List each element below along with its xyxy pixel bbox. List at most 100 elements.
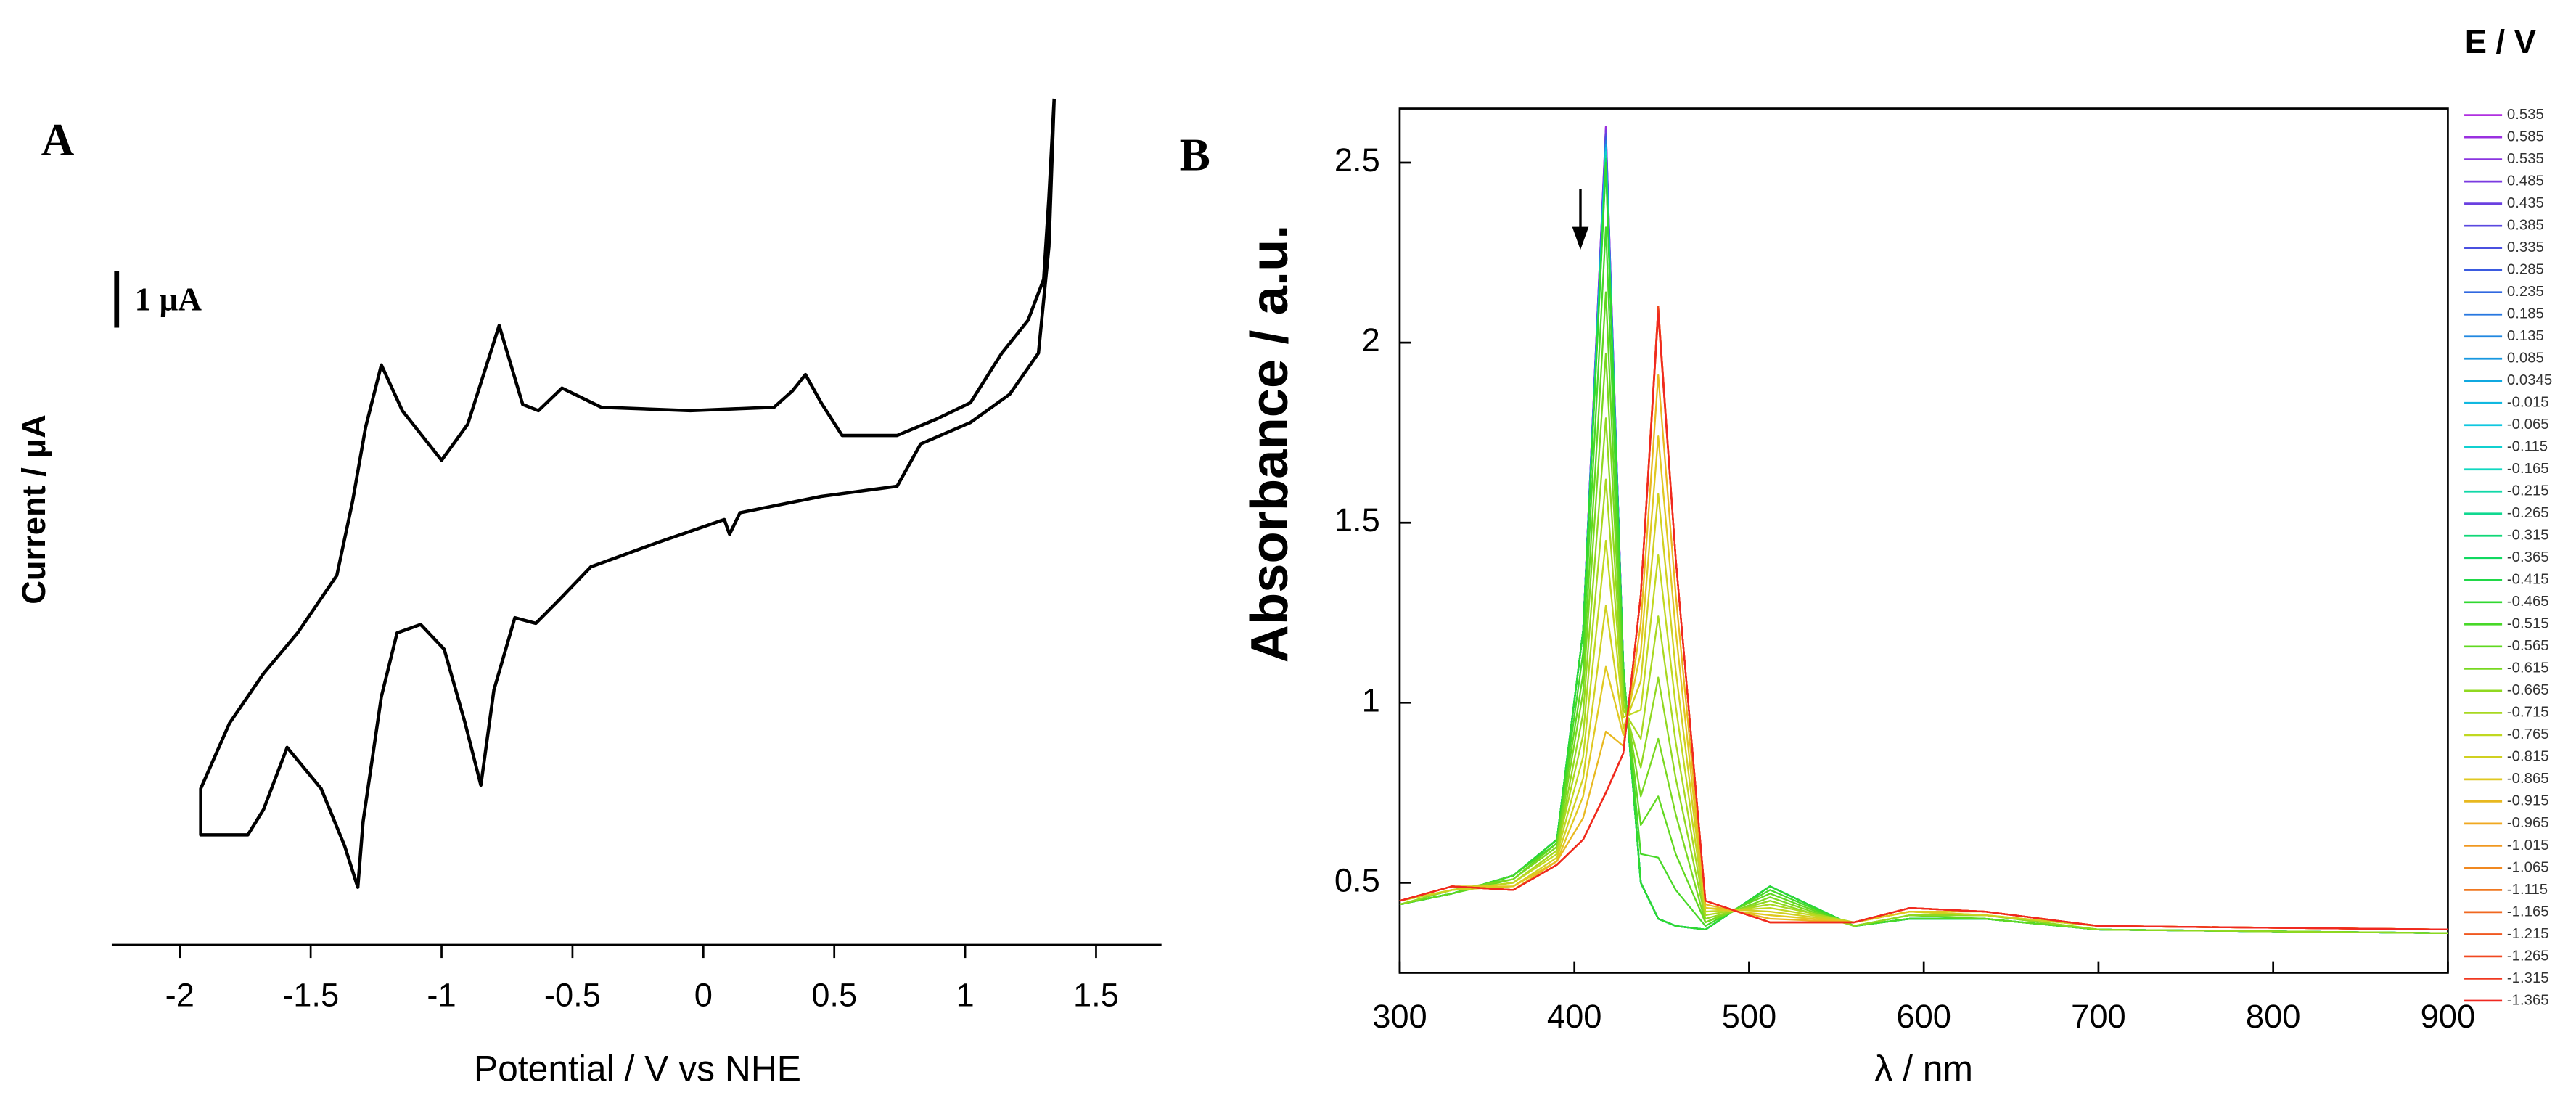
legend-entry: 0.385 (2507, 218, 2544, 234)
spectrum-line (1399, 154, 2448, 935)
spectrum-line (1399, 126, 2448, 935)
x-tick-label: 800 (2246, 998, 2301, 1035)
legend-entry: -0.215 (2507, 483, 2549, 499)
y-axis-label: Current / μA (15, 414, 52, 605)
legend-entry: -0.665 (2507, 682, 2549, 698)
legend-entry: -1.265 (2507, 948, 2549, 964)
y-tick-label: 1.5 (1334, 501, 1380, 538)
cv-line (199, 98, 1057, 889)
x-tick-label: 300 (1372, 998, 1427, 1035)
spectrum-line (1399, 226, 2448, 935)
legend-entry: -0.165 (2507, 461, 2549, 477)
x-tick-label: -2 (165, 976, 194, 1013)
x-tick-label: 700 (2071, 998, 2126, 1035)
legend-entry: -0.615 (2507, 660, 2549, 676)
x-tick-label: 1.5 (1073, 976, 1119, 1013)
legend-entry: -0.765 (2507, 726, 2549, 742)
legend-entry: 0.535 (2507, 107, 2544, 123)
x-tick-label: 1 (956, 976, 974, 1013)
x-tick-label: -1.5 (282, 976, 339, 1013)
legend-entry: 0.485 (2507, 173, 2544, 189)
legend-entry: 0.085 (2507, 351, 2544, 366)
legend-entry: 0.235 (2507, 284, 2544, 300)
panel-label: B (1180, 129, 1210, 180)
spectrum-line (1399, 313, 2448, 931)
spectrum-line (1399, 165, 2448, 935)
spectrum-line (1399, 154, 2448, 935)
spectrum-line (1399, 144, 2448, 935)
legend-entry: -0.865 (2507, 771, 2549, 787)
x-tick-label: 500 (1722, 998, 1777, 1035)
legend-entry: 0.0345 (2507, 372, 2552, 388)
spectrum-line (1399, 136, 2448, 935)
legend-entry: -1.065 (2507, 859, 2549, 875)
legend-entry: 0.335 (2507, 239, 2544, 255)
legend-entry: -0.815 (2507, 749, 2549, 765)
spectrum-line (1399, 291, 2448, 935)
y-tick-label: 2 (1362, 321, 1380, 359)
legend-entry: -0.565 (2507, 638, 2549, 654)
spectrum-line (1399, 129, 2448, 935)
legend-entry: -0.265 (2507, 505, 2549, 521)
legend-entry: 0.285 (2507, 262, 2544, 278)
legend-entry: -0.365 (2507, 549, 2549, 565)
legend-entry: -1.215 (2507, 926, 2549, 942)
y-axis-label: Absorbance / a.u. (1240, 225, 1299, 663)
x-axis-label: Potential / V vs NHE (474, 1048, 801, 1089)
legend-entry: -0.515 (2507, 616, 2549, 632)
legend-entry: -0.115 (2507, 439, 2548, 455)
spectrum-line (1399, 157, 2448, 935)
scale-bar-label: 1 μA (135, 282, 202, 318)
x-tick-label: 600 (1896, 998, 1951, 1035)
spectrum-line (1399, 133, 2448, 935)
legend-title: E / V (2465, 23, 2536, 60)
spectrum-line (1399, 147, 2448, 935)
legend-entry: -1.015 (2507, 837, 2549, 853)
spectrum-line (1399, 493, 2448, 931)
x-tick-label: -0.5 (544, 976, 601, 1013)
legend-entry: -0.465 (2507, 594, 2549, 610)
spectrum-line (1399, 539, 2448, 931)
legend-entry: -0.065 (2507, 417, 2549, 433)
spectrum-line (1399, 129, 2448, 935)
y-tick-label: 1 (1362, 681, 1380, 718)
spectrum-line (1399, 136, 2448, 935)
spectrum-line (1399, 161, 2448, 935)
spectrum-line (1399, 126, 2448, 935)
x-tick-label: 0.5 (811, 976, 857, 1013)
spectrum-line (1399, 140, 2448, 935)
annotation-arrowhead (1572, 226, 1589, 250)
legend-entry: -1.315 (2507, 970, 2549, 986)
spectrum-line (1399, 140, 2448, 935)
spectrum-line (1399, 435, 2448, 931)
legend-entry: 0.135 (2507, 328, 2544, 344)
x-tick-label: 400 (1547, 998, 1602, 1035)
legend-entry: -0.415 (2507, 572, 2549, 588)
spectrum-line (1399, 144, 2448, 935)
y-tick-label: 0.5 (1334, 861, 1380, 898)
legend-entry: 0.435 (2507, 195, 2544, 211)
legend-entry: -1.165 (2507, 904, 2549, 919)
spectrum-line (1399, 150, 2448, 935)
x-axis-label: λ / nm (1874, 1048, 1973, 1089)
x-tick-label: 0 (694, 976, 713, 1013)
legend-entry: -1.365 (2507, 992, 2549, 1008)
y-tick-label: 2.5 (1334, 142, 1380, 179)
legend-entry: -0.315 (2507, 528, 2549, 544)
legend-entry: -0.915 (2507, 793, 2549, 809)
spectrum-line (1399, 147, 2448, 935)
spectrum-line (1399, 133, 2448, 935)
legend-entry: -0.015 (2507, 395, 2549, 411)
legend-entry: -0.715 (2507, 705, 2549, 721)
legend-entry: 0.535 (2507, 151, 2544, 167)
spectrum-line (1399, 150, 2448, 935)
x-tick-label: -1 (427, 976, 456, 1013)
legend-entry: -1.115 (2507, 882, 2548, 898)
spectrum-line (1399, 161, 2448, 935)
legend-entry: 0.185 (2507, 306, 2544, 322)
legend-entry: 0.585 (2507, 129, 2544, 145)
spectrum-line (1399, 157, 2448, 935)
panel-label: A (41, 115, 75, 165)
